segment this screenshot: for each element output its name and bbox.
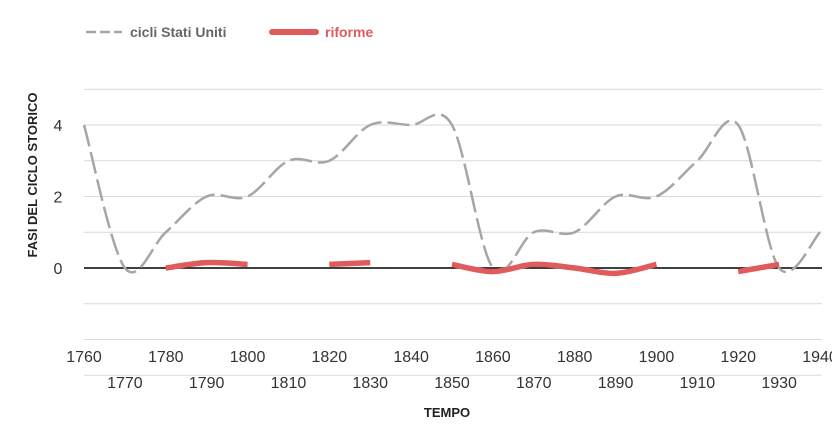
y-tick-label: 0 <box>54 261 63 278</box>
x-tick-label: 1780 <box>148 349 184 366</box>
x-tick-label: 1790 <box>189 375 225 392</box>
x-tick-label: 1770 <box>107 375 143 392</box>
x-tick-label: 1830 <box>352 375 388 392</box>
legend-label-riforme: riforme <box>325 24 373 40</box>
series-segment-riforme <box>165 259 248 271</box>
x-tick-label: 1890 <box>598 375 634 392</box>
gridlines <box>84 88 822 376</box>
x-tick-label: 1840 <box>393 349 429 366</box>
x-tick-label: 1880 <box>557 349 593 366</box>
series-segment-riforme <box>451 261 658 277</box>
x-tick-label: 1900 <box>639 349 675 366</box>
legend: cicli Stati Uniti riforme <box>86 24 373 40</box>
x-axis-title: TEMPO <box>424 405 470 420</box>
x-tick-label: 1920 <box>720 349 756 366</box>
series-line-cicli-stati-uniti <box>82 113 821 274</box>
x-tick-label: 1930 <box>761 375 797 392</box>
y-tick-label: 4 <box>54 118 63 135</box>
y-axis-ticks: 4 2 0 <box>54 118 63 278</box>
series-layer <box>82 113 821 277</box>
legend-label-cicli-stati-uniti: cicli Stati Uniti <box>130 24 226 40</box>
x-tick-label: 1910 <box>680 375 716 392</box>
x-tick-label: 1860 <box>475 349 511 366</box>
x-tick-label: 1850 <box>434 375 470 392</box>
x-tick-label: 1760 <box>66 349 102 366</box>
x-tick-label: 1800 <box>230 349 266 366</box>
x-tick-label: 1940 <box>802 349 832 366</box>
series-segment-riforme <box>737 261 780 275</box>
y-tick-label: 2 <box>54 190 63 207</box>
series-segment-riforme <box>329 259 371 268</box>
x-tick-label: 1810 <box>271 375 307 392</box>
y-axis-title: FASI DEL CICLO STORICO <box>25 93 40 258</box>
x-tick-label: 1870 <box>516 375 552 392</box>
x-tick-label: 1820 <box>312 349 348 366</box>
